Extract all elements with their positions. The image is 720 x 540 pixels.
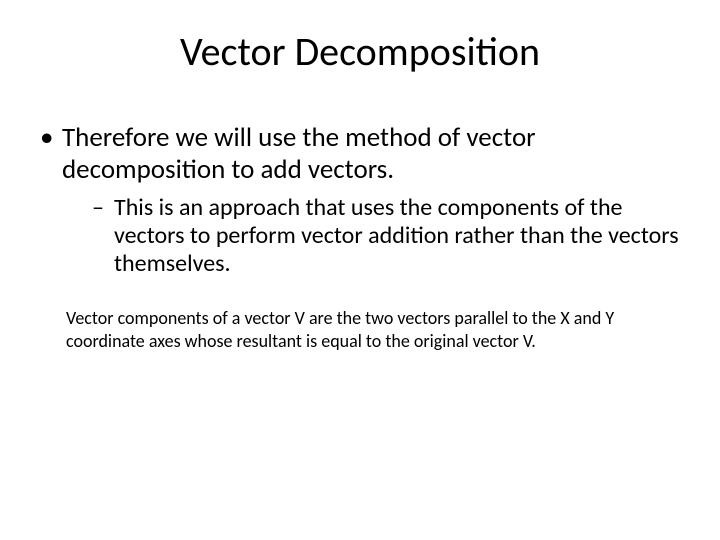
bullet-list-level1: Therefore we will use the method of vect… (36, 122, 684, 279)
slide: Vector Decomposition Therefore we will u… (0, 0, 720, 540)
bullet-text: Therefore we will use the method of vect… (62, 121, 536, 186)
definition-text: Vector components of a vector V are the … (36, 307, 684, 353)
bullet-subitem: This is an approach that uses the compon… (62, 194, 684, 279)
bullet-item: Therefore we will use the method of vect… (36, 122, 684, 279)
slide-title: Vector Decomposition (36, 30, 684, 74)
bullet-list-level2: This is an approach that uses the compon… (62, 194, 684, 279)
slide-body: Therefore we will use the method of vect… (36, 122, 684, 353)
bullet-subtext: This is an approach that uses the compon… (114, 193, 679, 279)
